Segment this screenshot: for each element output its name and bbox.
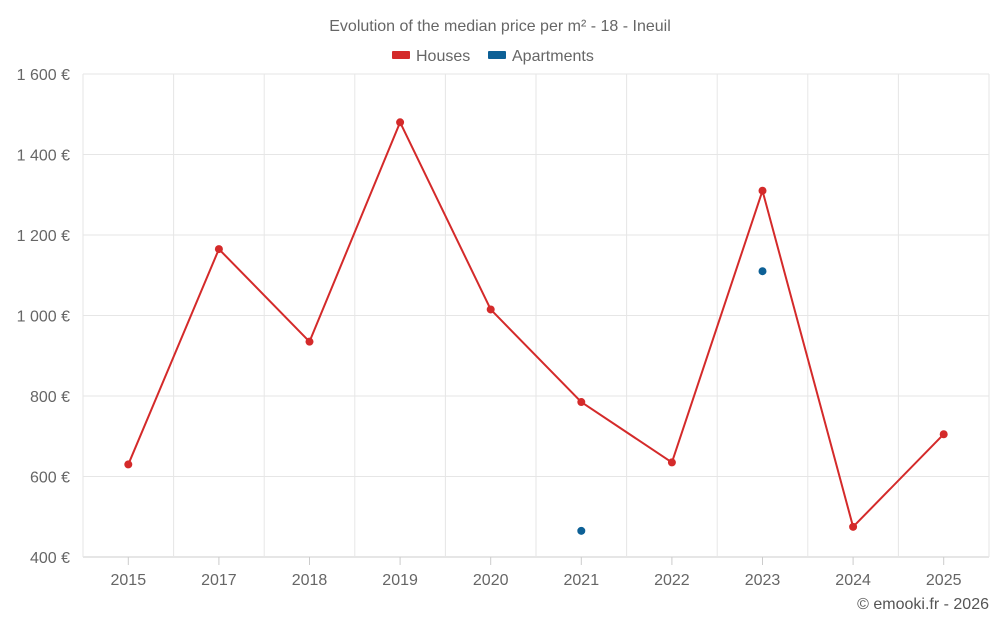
point-houses-2024[interactable]: [849, 522, 858, 531]
point-houses-2015[interactable]: [124, 460, 133, 469]
x-tick-label: 2017: [201, 572, 237, 589]
point-houses-2018[interactable]: [305, 337, 314, 346]
legend: Houses Apartments: [392, 48, 594, 65]
y-tick-label: 1 200 €: [17, 228, 70, 245]
y-tick-label: 1 600 €: [17, 67, 70, 84]
series-line-houses: [127, 121, 945, 528]
point-houses-2025[interactable]: [939, 430, 948, 439]
point-houses-2017[interactable]: [214, 245, 223, 254]
legend-swatch-houses: [392, 51, 410, 59]
legend-swatch-apartments: [488, 51, 506, 59]
x-tick-label: 2018: [292, 572, 328, 589]
point-houses-2022[interactable]: [667, 458, 676, 467]
y-tick-label: 600 €: [30, 470, 70, 487]
x-tick-label: 2025: [926, 572, 962, 589]
y-tick-label: 1 400 €: [17, 148, 70, 165]
y-axis-ticks: 400 € 600 € 800 € 1 000 € 1 200 € 1 400 € 1 60…: [17, 67, 70, 567]
point-houses-2019[interactable]: [396, 118, 405, 127]
legend-label-houses[interactable]: Houses: [416, 48, 470, 65]
x-tick-label: 2022: [654, 572, 690, 589]
legend-label-apartments[interactable]: Apartments: [512, 48, 594, 65]
credit-text: © emooki.fr - 2026: [857, 596, 989, 613]
y-tick-label: 1 000 €: [17, 309, 70, 326]
point-apartments-2023[interactable]: [758, 267, 767, 276]
x-axis-ticks: 2015 2017 2018 2019 2020 2021 2022 2023 2024 2025: [111, 557, 962, 589]
chart-title: Evolution of the median price per m² - 1…: [329, 18, 671, 35]
grid: [82, 73, 990, 558]
series-layer: [124, 118, 948, 535]
y-tick-label: 400 €: [30, 550, 70, 567]
x-tick-label: 2021: [564, 572, 600, 589]
point-houses-2020[interactable]: [486, 305, 495, 314]
x-tick-label: 2015: [111, 572, 147, 589]
point-houses-2021[interactable]: [577, 398, 586, 407]
point-houses-2023[interactable]: [758, 186, 767, 195]
x-tick-label: 2020: [473, 572, 509, 589]
point-apartments-2021[interactable]: [577, 526, 586, 535]
x-tick-label: 2024: [835, 572, 871, 589]
y-tick-label: 800 €: [30, 389, 70, 406]
x-tick-label: 2023: [745, 572, 781, 589]
x-tick-label: 2019: [382, 572, 418, 589]
